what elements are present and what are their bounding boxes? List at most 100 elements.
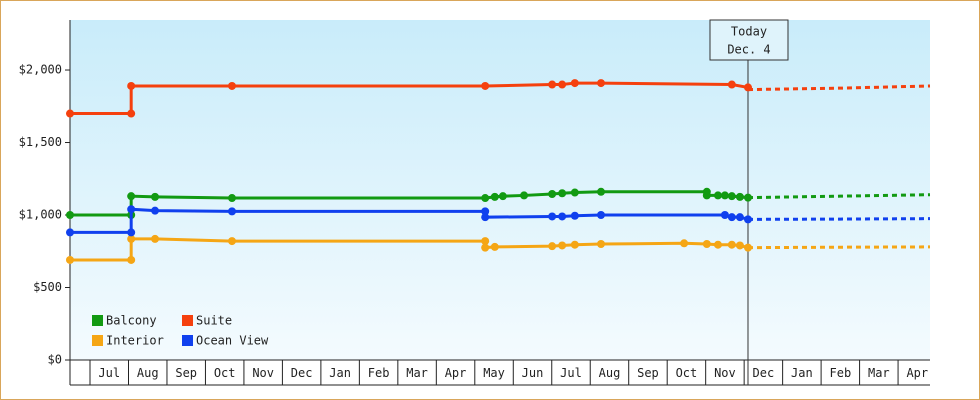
point bbox=[227, 237, 236, 246]
point bbox=[570, 188, 579, 197]
legend-label: Balcony bbox=[106, 314, 157, 328]
point bbox=[702, 191, 711, 200]
point bbox=[548, 189, 557, 198]
x-tick-label: May bbox=[483, 366, 505, 380]
point bbox=[713, 240, 722, 249]
point bbox=[713, 191, 722, 200]
legend-label: Interior bbox=[106, 334, 164, 348]
y-tick-label: $1,000 bbox=[19, 208, 62, 222]
x-tick-label: Jan bbox=[791, 366, 813, 380]
point bbox=[481, 81, 490, 90]
point bbox=[520, 191, 529, 200]
point bbox=[727, 240, 736, 249]
point bbox=[548, 242, 557, 251]
point bbox=[227, 194, 236, 203]
point bbox=[481, 207, 490, 216]
x-tick-label: Oct bbox=[214, 366, 236, 380]
point bbox=[481, 237, 490, 246]
x-tick-label: Mar bbox=[406, 366, 428, 380]
point bbox=[127, 192, 136, 201]
point bbox=[127, 81, 136, 90]
point bbox=[743, 243, 752, 252]
point bbox=[597, 240, 606, 249]
forecast-line bbox=[747, 217, 931, 221]
forecast-line bbox=[747, 245, 931, 250]
point bbox=[490, 192, 499, 201]
point bbox=[127, 109, 136, 118]
x-tick-label: Mar bbox=[868, 366, 890, 380]
point bbox=[727, 192, 736, 201]
x-tick-label: Apr bbox=[906, 366, 928, 380]
x-tick-label: Feb bbox=[830, 366, 852, 380]
point bbox=[720, 191, 729, 200]
point bbox=[127, 255, 136, 264]
x-tick-label: Jul bbox=[98, 366, 120, 380]
x-tick-label: Nov bbox=[714, 366, 736, 380]
x-tick-label: Aug bbox=[137, 366, 159, 380]
point bbox=[743, 215, 752, 224]
point bbox=[227, 81, 236, 90]
point bbox=[481, 213, 490, 222]
x-tick-label: Sep bbox=[175, 366, 197, 380]
today-box bbox=[709, 19, 789, 61]
point bbox=[735, 213, 744, 222]
x-tick-label: Jan bbox=[329, 366, 351, 380]
point bbox=[597, 79, 606, 88]
x-tick-label: Jun bbox=[522, 366, 544, 380]
point bbox=[743, 83, 752, 92]
point bbox=[558, 241, 567, 250]
point bbox=[151, 192, 160, 201]
y-tick-label: $0 bbox=[48, 353, 62, 367]
point bbox=[127, 205, 136, 214]
x-tick-label: Aug bbox=[599, 366, 621, 380]
x-tick-label: Nov bbox=[252, 366, 274, 380]
x-tick-label: Apr bbox=[445, 366, 467, 380]
point bbox=[66, 211, 74, 220]
point bbox=[66, 255, 74, 264]
point bbox=[548, 212, 557, 221]
y-tick-label: $500 bbox=[33, 280, 62, 294]
legend-swatch bbox=[92, 335, 103, 346]
forecast-line bbox=[747, 193, 931, 200]
y-tick-label: $2,000 bbox=[19, 63, 62, 77]
point bbox=[570, 240, 579, 249]
legend-swatch bbox=[92, 315, 103, 326]
point bbox=[597, 187, 606, 196]
point bbox=[151, 234, 160, 243]
point bbox=[735, 192, 744, 201]
point bbox=[720, 211, 729, 220]
point bbox=[727, 213, 736, 222]
point bbox=[558, 189, 567, 198]
point bbox=[548, 80, 557, 89]
point bbox=[597, 211, 606, 220]
point bbox=[151, 206, 160, 215]
today-label: Dec. 4 bbox=[727, 43, 770, 57]
today-label: Today bbox=[731, 25, 767, 39]
point bbox=[127, 228, 136, 237]
point bbox=[490, 242, 499, 251]
legend-label: Suite bbox=[196, 314, 232, 328]
forecast-line bbox=[747, 84, 931, 92]
x-tick-label: Dec bbox=[291, 366, 313, 380]
point bbox=[735, 241, 744, 250]
legend-swatch bbox=[182, 335, 193, 346]
point bbox=[66, 109, 74, 118]
point bbox=[702, 240, 711, 249]
point bbox=[66, 228, 74, 237]
x-tick-label: Sep bbox=[637, 366, 659, 380]
legend-label: Ocean View bbox=[196, 334, 269, 348]
point bbox=[481, 194, 490, 203]
point bbox=[727, 80, 736, 89]
y-tick-label: $1,500 bbox=[19, 135, 62, 149]
x-tick-label: Feb bbox=[368, 366, 390, 380]
x-tick-label: Oct bbox=[676, 366, 698, 380]
point bbox=[680, 239, 689, 248]
legend-swatch bbox=[182, 315, 193, 326]
point bbox=[558, 80, 567, 89]
point bbox=[570, 211, 579, 220]
point bbox=[481, 243, 490, 252]
point bbox=[558, 212, 567, 221]
point bbox=[498, 192, 507, 201]
point bbox=[743, 193, 752, 202]
